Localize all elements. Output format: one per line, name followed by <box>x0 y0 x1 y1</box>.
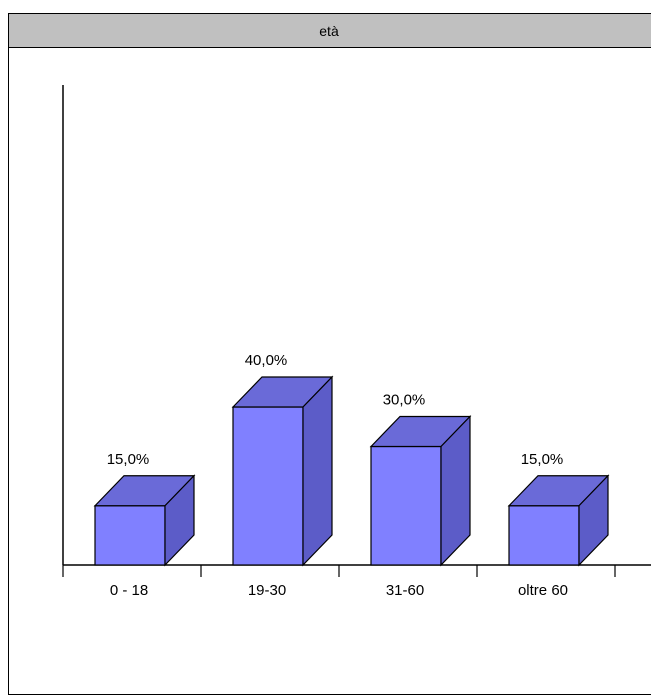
x-tick-label: 0 - 18 <box>110 582 148 599</box>
bar-side <box>164 474 195 567</box>
bar-side <box>440 415 471 567</box>
data-label: 40,0% <box>245 352 288 369</box>
data-label: 15,0% <box>107 451 150 468</box>
panel-header: età <box>9 14 651 48</box>
bar-side <box>578 474 609 567</box>
data-label: 15,0% <box>521 451 564 468</box>
bar-front <box>94 505 166 566</box>
panel-title: età <box>319 22 339 39</box>
data-label: 30,0% <box>383 392 426 409</box>
bar <box>369 415 472 567</box>
bar <box>231 375 334 567</box>
x-tick-label: 31-60 <box>386 582 424 599</box>
x-tick-label: 19-30 <box>248 582 286 599</box>
bar <box>507 474 610 567</box>
bar-front <box>370 445 442 566</box>
bar-front <box>232 406 304 566</box>
bar-front <box>508 505 580 566</box>
bar <box>93 474 196 567</box>
bar-side <box>302 375 333 567</box>
chart-panel: età <box>8 13 651 695</box>
bar-chart: 15,0% 0 - 18 40,0% 19-30 30,0% 31-60 15,0% oltr… <box>62 85 651 599</box>
x-tick-label: oltre 60 <box>518 582 568 599</box>
